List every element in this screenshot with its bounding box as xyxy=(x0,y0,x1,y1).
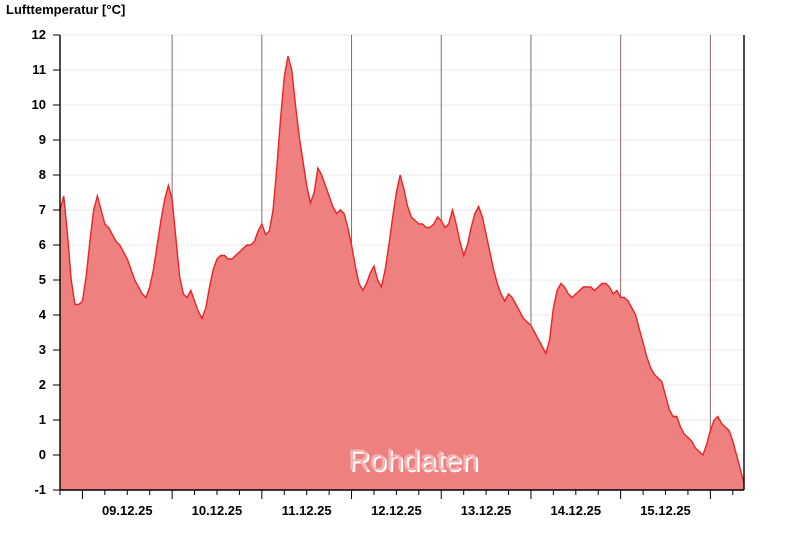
x-axis-tick-label: 09.12.25 xyxy=(101,503,153,518)
x-axis-tick-label: 12.12.25 xyxy=(371,503,422,518)
axis-lines xyxy=(59,35,745,491)
y-axis-tick-label: 10 xyxy=(31,97,46,112)
temperature-line xyxy=(59,55,745,484)
y-axis-tick-label: 8 xyxy=(38,167,46,182)
y-axis-tick-label: 0 xyxy=(38,447,46,462)
axis-ticks xyxy=(53,34,734,499)
x-axis-tick-label: 13.12.25 xyxy=(460,503,512,518)
x-axis-tick-label: 15.12.25 xyxy=(640,503,691,518)
y-axis-tick-label: 3 xyxy=(38,342,46,357)
y-axis-tick-label: 7 xyxy=(38,202,46,217)
y-axis-tick-label: 4 xyxy=(38,307,46,322)
x-axis-tick-label: 14.12.25 xyxy=(550,503,602,518)
y-axis-tick-label: 2 xyxy=(38,377,46,392)
y-axis-tick-label: 11 xyxy=(32,62,46,77)
page-title: Lufttemperatur [°C] xyxy=(6,2,126,17)
y-axis-tick-label: -1 xyxy=(34,482,46,497)
y-axis-tick-label: 6 xyxy=(38,237,46,252)
x-axis-tick-label: 11.12.25 xyxy=(281,503,332,518)
y-axis-tick-label: 5 xyxy=(38,272,46,287)
y-axis-tick-label: 12 xyxy=(31,27,46,42)
y-axis-tick-label: 9 xyxy=(38,132,46,147)
y-axis-tick-label: 1 xyxy=(38,412,46,427)
temperature-area xyxy=(60,56,744,490)
x-axis-tick-label: 10.12.25 xyxy=(191,503,243,518)
